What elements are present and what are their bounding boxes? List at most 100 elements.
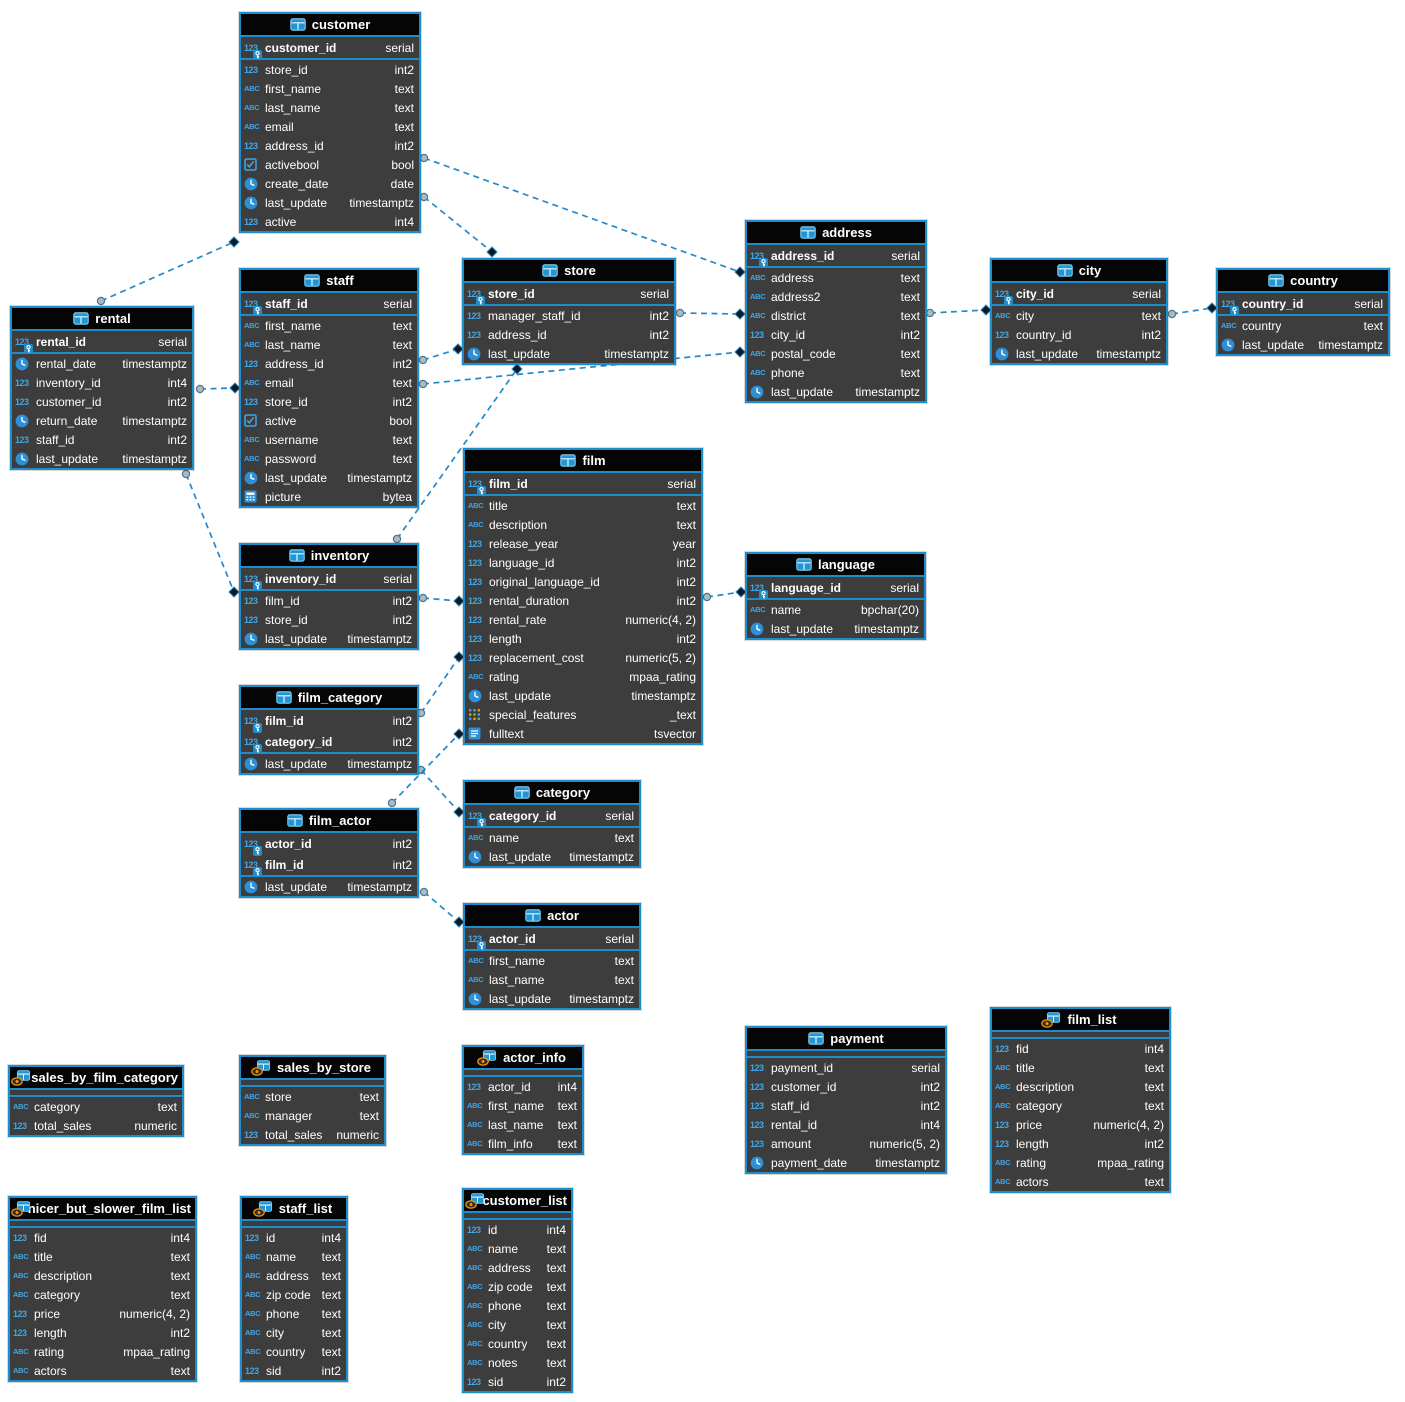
column-row-postal_code[interactable]: ABC postal_code text bbox=[747, 344, 925, 363]
fk-endpoint[interactable] bbox=[392, 534, 402, 544]
column-row-rental_id[interactable]: 123 rental_id serial bbox=[12, 331, 192, 354]
column-row-city_id[interactable]: 123 city_id serial bbox=[992, 283, 1166, 306]
column-row-actor_id[interactable]: 123 actor_id int2 bbox=[241, 833, 417, 856]
column-row-city[interactable]: ABC city text bbox=[242, 1323, 346, 1342]
column-row-title[interactable]: ABC title text bbox=[992, 1058, 1169, 1077]
column-row-description[interactable]: ABC description text bbox=[10, 1266, 195, 1285]
column-row-last_update[interactable]: last_update timestamptz bbox=[465, 989, 639, 1008]
pk-endpoint[interactable] bbox=[228, 236, 240, 248]
column-row-inventory_id[interactable]: 123 inventory_id int4 bbox=[12, 373, 192, 392]
column-row-amount[interactable]: 123 amount numeric(5, 2) bbox=[747, 1134, 945, 1153]
table-header[interactable]: customer_list bbox=[464, 1190, 571, 1213]
column-row-rating[interactable]: ABC rating mpaa_rating bbox=[465, 667, 701, 686]
table-film_actor[interactable]: film_actor 123 actor_id int2 123 film_id int2 l… bbox=[239, 808, 419, 898]
table-header[interactable]: address bbox=[747, 222, 925, 245]
column-row-address[interactable]: ABC address text bbox=[242, 1266, 346, 1285]
column-row-category[interactable]: ABC category text bbox=[992, 1096, 1169, 1115]
column-row-activebool[interactable]: activebool bool bbox=[241, 155, 419, 174]
column-row-city[interactable]: ABC city text bbox=[464, 1315, 571, 1334]
column-row-last_update[interactable]: last_update timestamptz bbox=[12, 449, 192, 468]
column-row-description[interactable]: ABC description text bbox=[465, 515, 701, 534]
column-row-store_id[interactable]: 123 store_id int2 bbox=[241, 392, 417, 411]
column-row-rental_id[interactable]: 123 rental_id int4 bbox=[747, 1115, 945, 1134]
column-row-inventory_id[interactable]: 123 inventory_id serial bbox=[241, 568, 417, 591]
column-row-address_id[interactable]: 123 address_id serial bbox=[747, 245, 925, 268]
column-row-rating[interactable]: ABC rating mpaa_rating bbox=[10, 1342, 195, 1361]
column-row-email[interactable]: ABC email text bbox=[241, 117, 419, 136]
column-row-active[interactable]: 123 active int4 bbox=[241, 212, 419, 231]
column-row-phone[interactable]: ABC phone text bbox=[242, 1304, 346, 1323]
fk-endpoint[interactable] bbox=[419, 887, 429, 897]
pk-endpoint[interactable] bbox=[228, 586, 240, 598]
column-row-fulltext[interactable]: fulltext tsvector bbox=[465, 724, 701, 743]
column-row-phone[interactable]: ABC phone text bbox=[747, 363, 925, 382]
column-row-first_name[interactable]: ABC first_name text bbox=[465, 951, 639, 970]
table-language[interactable]: language 123 language_id serial ABC name bpcha… bbox=[745, 552, 926, 640]
column-row-price[interactable]: 123 price numeric(4, 2) bbox=[10, 1304, 195, 1323]
relation-line-staff-store[interactable] bbox=[418, 343, 464, 365]
column-row-actor_id[interactable]: 123 actor_id serial bbox=[465, 928, 639, 951]
table-header[interactable]: film_category bbox=[241, 687, 417, 710]
column-row-category_id[interactable]: 123 category_id serial bbox=[465, 805, 639, 828]
column-row-original_language_id[interactable]: 123 original_language_id int2 bbox=[465, 572, 701, 591]
fk-endpoint[interactable] bbox=[96, 296, 106, 306]
table-film_category[interactable]: film_category 123 film_id int2 123 category_i… bbox=[239, 685, 419, 775]
pk-endpoint[interactable] bbox=[511, 363, 523, 375]
table-header[interactable]: actor bbox=[465, 905, 639, 928]
view-sales_by_film_category[interactable]: sales_by_film_category ABC category text 123… bbox=[8, 1065, 184, 1137]
table-city[interactable]: city 123 city_id serial ABC city text 123 countr… bbox=[990, 258, 1168, 365]
table-customer[interactable]: customer 123 customer_id serial 123 store_id i… bbox=[239, 12, 421, 233]
column-row-staff_id[interactable]: 123 staff_id int2 bbox=[747, 1096, 945, 1115]
relation-line-film_category-film[interactable] bbox=[416, 651, 465, 718]
relation-line-rental-customer[interactable] bbox=[96, 236, 240, 306]
table-header[interactable]: store bbox=[464, 260, 674, 283]
fk-endpoint[interactable] bbox=[181, 469, 191, 479]
column-row-name[interactable]: ABC name bpchar(20) bbox=[747, 600, 924, 619]
column-row-sid[interactable]: 123 sid int2 bbox=[242, 1361, 346, 1380]
column-row-address_id[interactable]: 123 address_id int2 bbox=[241, 136, 419, 155]
column-row-phone[interactable]: ABC phone text bbox=[464, 1296, 571, 1315]
fk-endpoint[interactable] bbox=[387, 798, 397, 808]
column-row-rental_rate[interactable]: 123 rental_rate numeric(4, 2) bbox=[465, 610, 701, 629]
relation-line-inventory-film[interactable] bbox=[418, 593, 465, 607]
column-row-last_update[interactable]: last_update timestamptz bbox=[1218, 335, 1388, 354]
fk-endpoint[interactable] bbox=[419, 153, 429, 163]
column-row-title[interactable]: ABC title text bbox=[10, 1247, 195, 1266]
view-sales_by_store[interactable]: sales_by_store ABC store text ABC manager text… bbox=[239, 1055, 386, 1146]
column-row-sid[interactable]: 123 sid int2 bbox=[464, 1372, 571, 1391]
column-row-return_date[interactable]: return_date timestamptz bbox=[12, 411, 192, 430]
column-row-address_id[interactable]: 123 address_id int2 bbox=[464, 325, 674, 344]
pk-endpoint[interactable] bbox=[734, 346, 746, 358]
table-header[interactable]: film_list bbox=[992, 1009, 1169, 1032]
column-row-city[interactable]: ABC city text bbox=[992, 306, 1166, 325]
column-row-first_name[interactable]: ABC first_name text bbox=[241, 316, 417, 335]
column-row-language_id[interactable]: 123 language_id int2 bbox=[465, 553, 701, 572]
relation-line-staff-address[interactable] bbox=[418, 346, 746, 389]
column-row-last_update[interactable]: last_update timestamptz bbox=[241, 193, 419, 212]
pk-endpoint[interactable] bbox=[734, 308, 746, 320]
column-row-manager[interactable]: ABC manager text bbox=[241, 1106, 384, 1125]
table-category[interactable]: category 123 category_id serial ABC name text l… bbox=[463, 780, 641, 868]
view-actor_info[interactable]: actor_info 123 actor_id int4 ABC first_name te… bbox=[462, 1045, 584, 1155]
column-row-category_id[interactable]: 123 category_id int2 bbox=[241, 731, 417, 754]
fk-endpoint[interactable] bbox=[1167, 309, 1177, 319]
column-row-address2[interactable]: ABC address2 text bbox=[747, 287, 925, 306]
column-row-country[interactable]: ABC country text bbox=[242, 1342, 346, 1361]
fk-endpoint[interactable] bbox=[675, 308, 685, 318]
view-nicer_but_slower_film_list[interactable]: nicer_but_slower_film_list 123 fid int4 ABC t… bbox=[8, 1196, 197, 1382]
column-row-length[interactable]: 123 length int2 bbox=[10, 1323, 195, 1342]
table-actor[interactable]: actor 123 actor_id serial ABC first_name text A… bbox=[463, 903, 641, 1010]
view-film_list[interactable]: film_list 123 fid int4 ABC title text ABC descri… bbox=[990, 1007, 1171, 1193]
table-inventory[interactable]: inventory 123 inventory_id serial 123 film_id… bbox=[239, 543, 419, 650]
column-row-last_update[interactable]: last_update timestamptz bbox=[465, 847, 639, 866]
column-row-last_update[interactable]: last_update timestamptz bbox=[241, 877, 417, 896]
fk-endpoint[interactable] bbox=[925, 308, 935, 318]
column-row-username[interactable]: ABC username text bbox=[241, 430, 417, 449]
column-row-release_year[interactable]: 123 release_year year bbox=[465, 534, 701, 553]
column-row-store_id[interactable]: 123 store_id int2 bbox=[241, 610, 417, 629]
column-row-active[interactable]: active bool bbox=[241, 411, 417, 430]
relation-line-rental-staff[interactable] bbox=[195, 382, 241, 394]
column-row-last_update[interactable]: last_update timestamptz bbox=[465, 686, 701, 705]
column-row-actor_id[interactable]: 123 actor_id int4 bbox=[464, 1077, 582, 1096]
table-header[interactable]: nicer_but_slower_film_list bbox=[10, 1198, 195, 1221]
